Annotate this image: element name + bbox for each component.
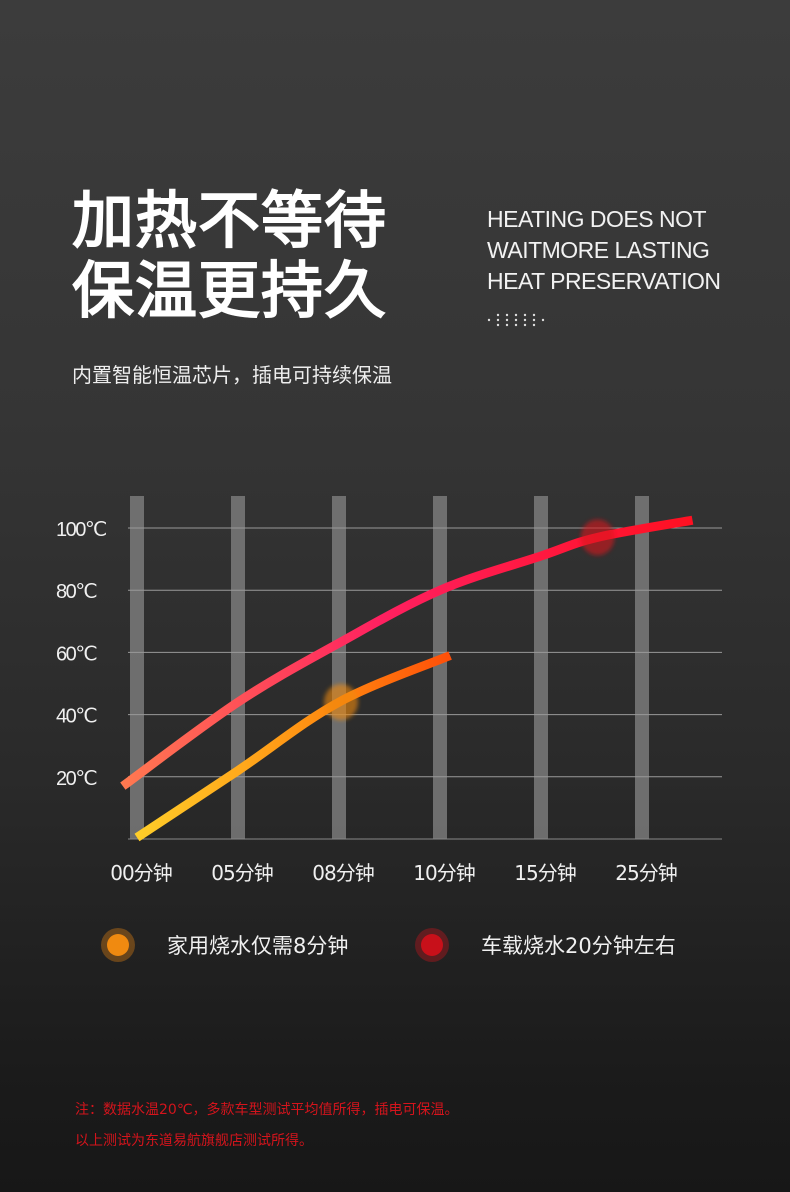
series-line [120, 515, 694, 790]
x-band [635, 496, 649, 839]
legend-item-car: 车载烧水20分钟左右 [421, 930, 676, 960]
x-band [534, 496, 548, 839]
headline-line-1: 加热不等待 [72, 184, 388, 257]
footnote-2: 以上测试为东道易航旗舰店测试所得。 [75, 1133, 313, 1149]
x-tick-label: 08分钟 [312, 861, 373, 885]
legend-marker-icon [107, 934, 129, 956]
x-tick-label: 10分钟 [413, 861, 474, 885]
dot-pattern-icon [487, 313, 545, 327]
x-tick-label: 15分钟 [514, 861, 575, 885]
x-band [231, 496, 245, 839]
footnote-1: 注：数据水温20℃，多款车型测试平均值所得，插电可保温。 [75, 1102, 459, 1118]
y-tick-label: 60℃ [56, 643, 97, 665]
data-point-marker [580, 519, 615, 556]
y-tick-label: 40℃ [56, 706, 97, 728]
x-band [433, 496, 447, 839]
data-point-marker [324, 684, 359, 721]
y-tick-label: 20℃ [56, 768, 97, 790]
y-tick-label: 80℃ [56, 581, 97, 603]
x-tick-label: 00分钟 [110, 861, 171, 885]
english-line: WAITMORE LASTING [487, 237, 710, 263]
x-tick-label: 25分钟 [615, 861, 676, 885]
x-band [332, 496, 346, 839]
english-line: HEAT PRESERVATION [487, 268, 721, 294]
series-line [134, 651, 452, 842]
headline-line-2: 保温更持久 [72, 254, 388, 327]
headline: 加热不等待 保温更持久 [72, 186, 387, 326]
legend-label: 家用烧水仅需8分钟 [167, 934, 349, 958]
x-tick-label: 05分钟 [211, 861, 272, 885]
x-band [130, 496, 144, 839]
temperature-chart: 20℃ 40℃ 60℃ 80℃ 100℃ 00分钟 05分钟 08分钟 10分钟 15分钟 25分钟 [56, 496, 722, 885]
subtitle: 内置智能恒温芯片，插电可持续保温 [72, 363, 392, 387]
english-tagline: HEATING DOES NOT WAITMORE LASTING HEAT P… [487, 204, 721, 297]
english-line: HEATING DOES NOT [487, 206, 707, 232]
legend-marker-icon [421, 934, 443, 956]
legend-label: 车载烧水20分钟左右 [481, 934, 676, 958]
y-tick-label: 100℃ [56, 519, 107, 541]
legend-item-home: 家用烧水仅需8分钟 [107, 930, 348, 960]
